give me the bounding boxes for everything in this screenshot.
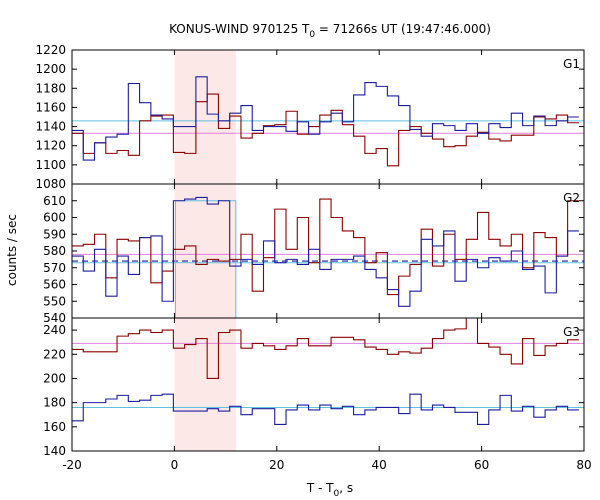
y-tick-label: 1220	[35, 43, 66, 57]
series-blue-g2	[72, 196, 579, 307]
y-tick-label: 1200	[35, 62, 66, 76]
y-tick-label: 1120	[35, 139, 66, 153]
panel-plot-area	[72, 318, 584, 425]
panel-g2: 540 550 560 570 580 590 600 610 G2	[43, 183, 585, 325]
series-red-g1	[72, 93, 579, 167]
panel-frame	[71, 183, 585, 319]
series-red-g2	[72, 198, 579, 296]
y-tick-label: 220	[43, 347, 66, 361]
panel-frame	[71, 49, 585, 185]
y-axis-label: counts / sec	[5, 214, 19, 286]
y-tick-label: 540	[43, 311, 66, 325]
panel-plot-area	[72, 76, 584, 167]
y-tick-label: 160	[43, 420, 66, 434]
y-tick-label: 1140	[35, 120, 66, 134]
y-tick-label: 1160	[35, 100, 66, 114]
y-tick-label: 1080	[35, 177, 66, 191]
y-tick-label: 240	[43, 323, 66, 337]
series-blue-g3	[72, 393, 579, 425]
y-tick-label: 550	[43, 294, 66, 308]
y-tick-label: 140	[43, 444, 66, 458]
highlight-band	[174, 50, 236, 451]
y-tick-label: 570	[43, 261, 66, 275]
panel-g1: 1080 1100 1120 1140 1160 1180 1200 1220 G1	[35, 43, 585, 191]
x-axis-label: T - T0, s	[306, 481, 353, 499]
y-tick-label: 560	[43, 278, 66, 292]
y-tick-label: 600	[43, 211, 66, 225]
y-tick-label: 200	[43, 371, 66, 385]
chart-title: KONUS-WIND 970125 T0 = 71266s UT (19:47:…	[169, 22, 491, 40]
x-tick-label: 60	[474, 458, 489, 472]
y-tick-label: 590	[43, 227, 66, 241]
x-tick-label: 40	[372, 458, 387, 472]
panel-label-g1: G1	[563, 57, 580, 71]
x-tick-label: 20	[269, 458, 284, 472]
x-tick-label: 80	[576, 458, 591, 472]
panel-label-g3: G3	[563, 325, 580, 339]
series-blue-g1	[72, 76, 579, 161]
panel-g3: 140 160 180 200 220 240 G3	[43, 317, 585, 458]
y-tick-label: 1180	[35, 81, 66, 95]
y-tick-label: 1100	[35, 158, 66, 172]
y-tick-label: 180	[43, 396, 66, 410]
panel-label-g2: G2	[563, 191, 580, 205]
x-tick-label: -20	[62, 458, 82, 472]
panel-frame	[71, 317, 585, 452]
x-tick-label: 0	[171, 458, 179, 472]
y-tick-label: 580	[43, 244, 66, 258]
panel-plot-area	[72, 196, 584, 318]
series-red-g3	[72, 318, 579, 380]
y-tick-label: 610	[43, 194, 66, 208]
